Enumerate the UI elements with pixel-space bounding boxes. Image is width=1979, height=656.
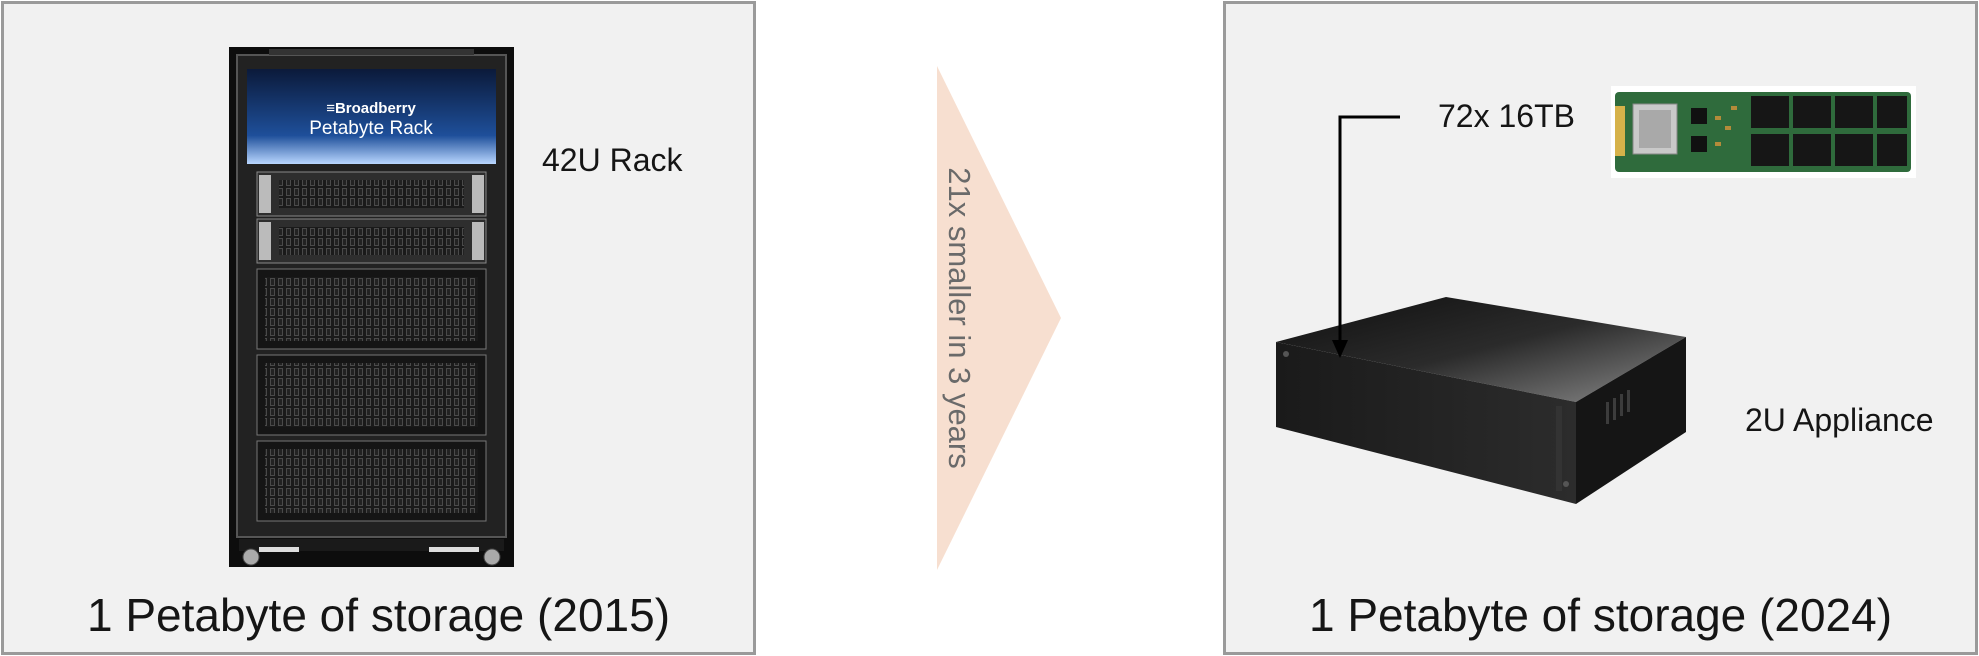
appliance-image bbox=[1276, 297, 1686, 504]
storage-shelf-3 bbox=[256, 440, 487, 522]
server-rack-image: ≡Broadberry Petabyte Rack bbox=[229, 47, 514, 567]
ssd-drive-image bbox=[1611, 86, 1916, 178]
rack-title-text: Petabyte Rack bbox=[309, 118, 433, 139]
drive-pointer-arrow bbox=[1332, 115, 1400, 358]
storage-shelf-2 bbox=[256, 354, 487, 436]
panel-2024: 72x 16TB 2U Appliance 1 Petabyte of stor… bbox=[1223, 1, 1978, 655]
storage-shelf-1 bbox=[256, 268, 487, 350]
drive-count-label: 72x 16TB bbox=[1438, 98, 1575, 134]
caption-2024: 1 Petabyte of storage (2024) bbox=[1308, 589, 1893, 641]
caption-2015: 1 Petabyte of storage (2015) bbox=[86, 589, 671, 641]
rack-size-label: 42U Rack bbox=[542, 142, 683, 178]
server-unit-2 bbox=[256, 218, 487, 264]
rack-brand-text: ≡Broadberry bbox=[326, 100, 416, 117]
server-unit-1 bbox=[256, 171, 487, 217]
shrink-arrow bbox=[937, 66, 1061, 570]
panel-2015: ≡Broadberry Petabyte Rack bbox=[1, 1, 756, 655]
appliance-size-label: 2U Appliance bbox=[1745, 402, 1934, 438]
shrink-arrow-label: 21x smaller in 3 years bbox=[942, 167, 977, 469]
